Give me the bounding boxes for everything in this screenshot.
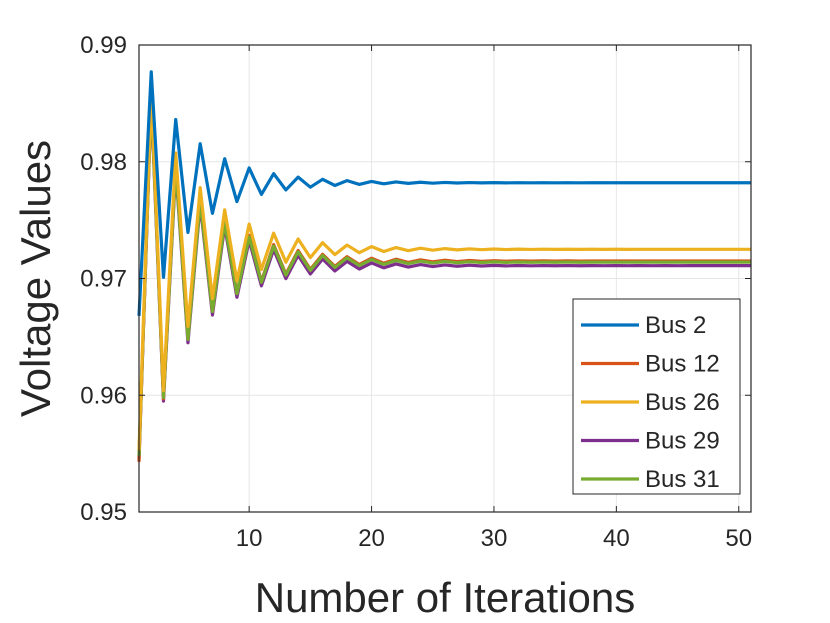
series-line-bus-26	[137, 87, 752, 451]
series-line-bus-31	[137, 94, 752, 457]
y-tick-label: 0.99	[80, 32, 127, 59]
x-tick-label: 10	[236, 525, 263, 552]
legend-label: Bus 31	[645, 466, 720, 493]
x-tick-label: 20	[358, 525, 385, 552]
legend-label: Bus 29	[645, 428, 720, 455]
x-tick-label: 30	[481, 525, 508, 552]
series-lines	[137, 70, 752, 462]
y-axis-title: Voltage Values	[12, 140, 59, 417]
series-line-bus-2	[137, 70, 752, 316]
x-axis-title: Number of Iterations	[255, 574, 636, 621]
y-tick-label: 0.98	[80, 149, 127, 176]
legend-label: Bus 2	[645, 312, 706, 339]
x-tick-label: 50	[725, 525, 752, 552]
x-tick-label: 40	[603, 525, 630, 552]
legend: Bus 2 Bus 12 Bus 26 Bus 29 Bus 31	[572, 298, 741, 495]
legend-label: Bus 26	[645, 389, 720, 416]
legend-box	[572, 298, 741, 495]
y-tick-label: 0.95	[80, 499, 127, 526]
x-axis-ticks: 10 20 30 40 50	[236, 45, 752, 552]
y-tick-label: 0.96	[80, 382, 127, 409]
legend-label: Bus 12	[645, 351, 720, 378]
y-tick-label: 0.97	[80, 266, 127, 293]
y-axis-ticks: 0.95 0.96 0.97 0.98 0.99	[80, 32, 751, 526]
